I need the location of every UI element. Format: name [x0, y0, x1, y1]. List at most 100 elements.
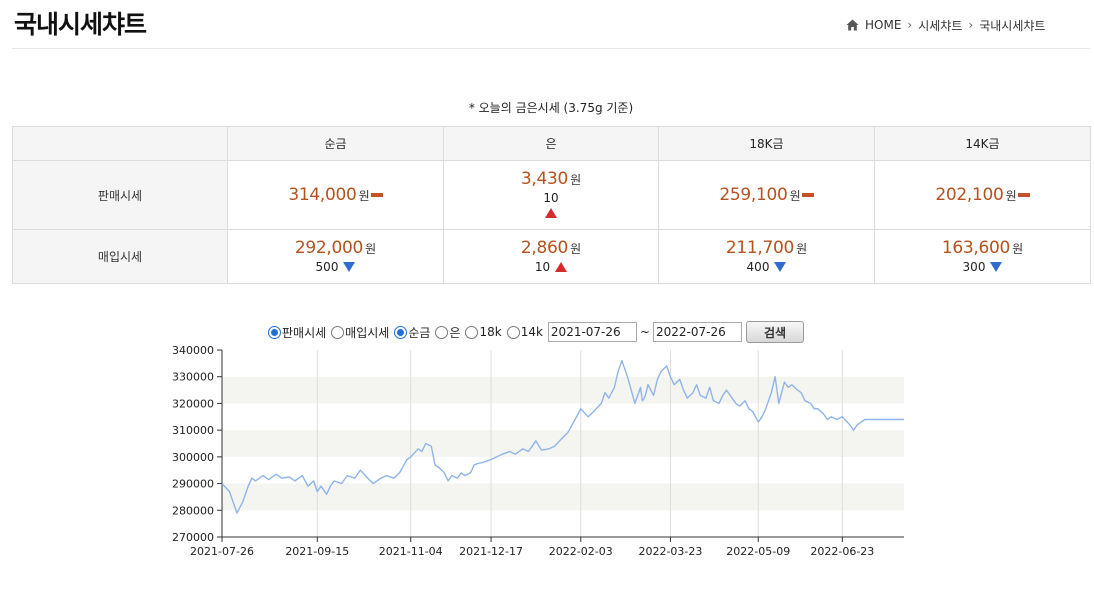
y-tick-label: 280000: [172, 504, 214, 517]
column-header: 순금: [227, 126, 444, 161]
price-value: 163,600: [941, 238, 1011, 258]
down-arrow-icon: [774, 261, 787, 272]
table-row: 매입시세 292,000 원 500 2,860 원 10 211,700 원 400…: [12, 229, 1091, 284]
column-header: 18K금: [658, 126, 875, 161]
radio-18k[interactable]: 18k: [465, 325, 502, 339]
radio-selected-icon[interactable]: [268, 325, 281, 339]
breadcrumb: HOME › 시세챠트 › 국내시세챠트: [846, 16, 1045, 34]
x-tick-label: 2021-07-26: [190, 545, 254, 558]
grid-band: [222, 430, 904, 457]
chart-controls: 판매시세 매입시세 순금 은 18k 14k ~ 검색: [268, 321, 804, 343]
price-unit: 원: [1005, 188, 1017, 203]
price-cell: 202,100 원: [874, 160, 1091, 230]
header-divider: [12, 48, 1090, 49]
price-cell: 3,430 원 10: [443, 160, 659, 230]
column-header: 14K금: [874, 126, 1091, 161]
up-arrow-icon: [545, 208, 557, 218]
radio-14k[interactable]: 14k: [506, 325, 543, 339]
end-date-input[interactable]: [652, 322, 742, 342]
y-tick-label: 290000: [172, 478, 214, 491]
row-label: 매입시세: [12, 229, 228, 284]
radio-label: 18k: [479, 325, 502, 339]
flat-marker-icon: [370, 193, 383, 197]
up-arrow-icon: [555, 261, 568, 272]
price-cell: 2,860 원 10: [443, 229, 659, 284]
series-line: [221, 360, 904, 514]
flat-marker-icon: [801, 193, 814, 197]
price-unit: 원: [365, 242, 377, 256]
radio-label: 판매시세: [282, 325, 327, 340]
y-tick-label: 330000: [172, 371, 214, 384]
date-range-separator: ~: [639, 325, 650, 339]
price-value: 2,860: [520, 238, 569, 258]
change-value: 300: [962, 260, 986, 274]
radio-buy-price[interactable]: 매입시세: [331, 324, 389, 341]
radio-icon[interactable]: [465, 325, 479, 339]
down-arrow-icon: [990, 261, 1003, 272]
change-value: 10: [543, 190, 559, 205]
flat-marker-icon: [1017, 193, 1030, 197]
header-blank: [12, 126, 228, 161]
x-tick-label: 2022-02-03: [549, 545, 613, 558]
radio-silver[interactable]: 은: [435, 324, 460, 341]
grid-band: [222, 376, 904, 404]
radio-label: 매입시세: [345, 325, 390, 340]
start-date-input[interactable]: [547, 322, 637, 342]
price-unit: 원: [796, 242, 808, 256]
radio-label: 은: [449, 325, 461, 340]
x-tick-label: 2022-06-23: [810, 545, 874, 558]
radio-pure-gold[interactable]: 순금: [394, 324, 430, 341]
change-value: 400: [746, 260, 770, 274]
price-unit: 원: [570, 242, 582, 256]
grid-band: [222, 483, 904, 511]
breadcrumb-chart-link[interactable]: 시세챠트: [918, 18, 963, 33]
search-button[interactable]: 검색: [745, 321, 804, 343]
radio-label: 14k: [520, 325, 543, 339]
change-value: 500: [315, 260, 339, 274]
price-cell: 314,000 원: [227, 160, 444, 230]
y-tick-label: 320000: [172, 397, 214, 410]
x-tick-label: 2021-09-15: [285, 545, 349, 558]
price-cell: 163,600 원 300: [874, 229, 1091, 284]
price-unit: 원: [789, 188, 801, 203]
price-value: 3,430: [520, 168, 569, 189]
radio-icon[interactable]: [435, 325, 449, 339]
price-value: 292,000: [294, 238, 364, 258]
y-tick-label: 300000: [172, 451, 214, 464]
radio-icon[interactable]: [331, 325, 345, 339]
radio-selected-icon[interactable]: [394, 325, 408, 339]
price-cell: 292,000 원 500: [227, 229, 444, 284]
radio-sell-price[interactable]: 판매시세: [268, 324, 326, 341]
price-table: 순금 은 18K금 14K금 판매시세 314,000 원 3,430 원 10 2…: [12, 126, 1091, 284]
change-value: 10: [534, 260, 551, 274]
page-title: 국내시세챠트: [14, 10, 147, 39]
x-tick-label: 2021-11-04: [379, 545, 443, 558]
chevron-right-icon: ›: [907, 18, 913, 32]
radio-icon[interactable]: [506, 325, 520, 339]
price-unit: 원: [1012, 242, 1024, 256]
price-cell: 259,100 원: [658, 160, 875, 230]
table-row: 판매시세 314,000 원 3,430 원 10 259,100 원 202,100…: [12, 160, 1091, 230]
radio-label: 순금: [408, 325, 431, 340]
price-cell: 211,700 원 400: [658, 229, 875, 284]
x-tick-label: 2021-12-17: [459, 545, 523, 558]
chevron-right-icon: ›: [968, 18, 974, 32]
gold-price-line-chart: 340000 330000 320000 310000 300000 290000 2800…: [172, 344, 904, 558]
home-icon[interactable]: [846, 19, 859, 31]
price-value: 202,100: [935, 184, 1004, 205]
x-tick-label: 2022-05-09: [726, 545, 790, 558]
price-value: 211,700: [725, 238, 795, 258]
table-header-row: 순금 은 18K금 14K금: [12, 126, 1091, 161]
price-value: 259,100: [719, 184, 788, 205]
x-tick-label: 2022-03-23: [638, 545, 702, 558]
price-value: 314,000: [288, 184, 357, 205]
price-table-caption: * 오늘의 금은시세 (3.75g 기준): [468, 101, 634, 115]
breadcrumb-current: 국내시세챠트: [979, 18, 1046, 33]
y-tick-label: 310000: [172, 424, 214, 437]
column-header: 은: [443, 126, 659, 161]
price-unit: 원: [358, 188, 370, 203]
breadcrumb-home-link[interactable]: HOME: [865, 18, 902, 32]
y-tick-label: 340000: [172, 344, 214, 357]
down-arrow-icon: [343, 261, 356, 272]
row-label: 판매시세: [12, 160, 228, 230]
